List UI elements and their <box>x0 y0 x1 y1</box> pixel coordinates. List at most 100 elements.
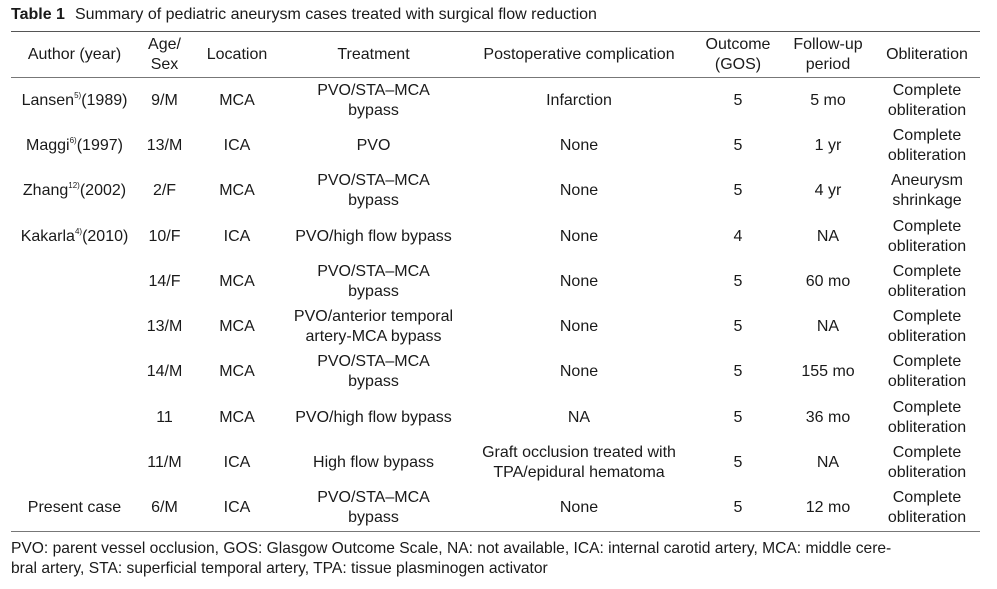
cell-treatment: PVO/high flow bypass <box>295 227 452 245</box>
reference-number: 5) <box>74 90 82 100</box>
footnote-line: PVO: parent vessel occlusion, GOS: Glasg… <box>11 540 892 557</box>
footnote-line: bral artery, STA: superficial temporal a… <box>11 560 548 577</box>
cell-location: ICA <box>191 485 283 532</box>
cell-age-sex: 11/M <box>147 454 182 472</box>
cell-complication: None <box>559 136 599 154</box>
cell-author-year: Present case <box>11 485 138 532</box>
cell-outcome: 5 <box>733 454 743 472</box>
table-row: Kakarla4)(2010) 10/F ICA PVO/high flow bypa… <box>11 214 980 259</box>
header-author-year: Author (year) <box>11 31 138 78</box>
cell-outcome: 5 <box>694 485 782 532</box>
cell-complication: None <box>559 318 599 336</box>
cell-treatment: PVO <box>356 136 391 154</box>
table-row: 11/M ICA High flow bypass Graft occlusion t… <box>11 440 980 485</box>
cell-complication: Graft occlusion treated with TPA/epidura… <box>482 444 676 482</box>
publication-year: (1997) <box>76 136 123 154</box>
cell-author-year <box>11 395 138 440</box>
cell-obliteration: Complete obliteration <box>887 308 967 346</box>
table-row: Lansen5)(1989) 9/M MCA PVO/STA–MCA bypass In… <box>11 78 980 124</box>
author-name: Maggi <box>26 136 70 154</box>
cell-location: MCA <box>219 318 255 336</box>
cell-age-sex: 2/F <box>152 182 177 200</box>
header-location: Location <box>191 31 283 78</box>
cell-followup: 1 yr <box>814 136 842 154</box>
reference-number: 6) <box>69 135 77 145</box>
header-age-sex: Age/ Sex <box>138 31 191 78</box>
table-title: Summary of pediatric aneurysm cases trea… <box>74 6 597 23</box>
table-row: 13/M MCA PVO/anterior temporal artery-MCA … <box>11 304 980 349</box>
cell-location: ICA <box>223 227 251 245</box>
publication-year: (2010) <box>82 227 129 245</box>
author-name: Present case <box>27 499 122 517</box>
cell-complication: None <box>464 485 694 532</box>
cell-location: ICA <box>223 454 251 472</box>
reference-number: 12) <box>68 181 80 191</box>
author-name: Kakarla <box>20 227 75 245</box>
cell-treatment: PVO/STA–MCA bypass <box>283 485 464 532</box>
table-header: Author (year) Age/ Sex Location Treatmen… <box>11 31 980 78</box>
cell-location: ICA <box>223 136 251 154</box>
cell-complication: None <box>559 227 599 245</box>
table-row: Zhang12)(2002) 2/F MCA PVO/STA–MCA bypass No… <box>11 169 980 214</box>
table-row: Present case 6/M ICA PVO/STA–MCA bypass None… <box>11 485 980 532</box>
cell-treatment: PVO/STA–MCA bypass <box>317 172 430 210</box>
cell-obliteration: Complete obliteration <box>887 126 967 164</box>
cell-complication: None <box>559 272 599 290</box>
cell-treatment: PVO/STA–MCA bypass <box>317 262 430 300</box>
cell-outcome: 4 <box>733 227 743 245</box>
cell-treatment: PVO/STA–MCA bypass <box>317 81 430 119</box>
cell-author-year <box>11 304 138 349</box>
cell-followup: NA <box>816 227 840 245</box>
cell-age-sex: 9/M <box>151 91 178 109</box>
cell-location: MCA <box>219 182 255 200</box>
table-row: Maggi6)(1997) 13/M ICA PVO None 5 1 yr Complete… <box>11 123 980 168</box>
cell-treatment: High flow bypass <box>313 454 434 472</box>
header-outcome: Outcome (GOS) <box>694 31 782 78</box>
cell-age-sex: 13/M <box>146 318 183 336</box>
header-obliteration: Obliteration <box>874 31 980 78</box>
publication-year: (1989) <box>81 91 128 109</box>
cell-obliteration: Aneurysm shrinkage <box>890 172 964 210</box>
cell-age-sex: 14/M <box>146 363 183 381</box>
cell-followup: 4 yr <box>814 182 842 200</box>
cell-followup: 36 mo <box>805 408 851 426</box>
cell-author-year: Maggi6)(1997) <box>11 123 138 168</box>
cell-treatment: PVO/anterior temporal artery-MCA bypass <box>293 308 454 346</box>
cell-treatment: PVO/high flow bypass <box>295 408 452 426</box>
cell-outcome: 5 <box>733 182 743 200</box>
cell-age-sex: 6/M <box>138 485 191 532</box>
cell-complication: None <box>559 363 599 381</box>
table-row: 14/F MCA PVO/STA–MCA bypass None 5 60 mo Compl… <box>11 259 980 304</box>
author-name: Lansen <box>21 91 75 109</box>
publication-year: (2002) <box>79 182 127 200</box>
header-row: Author (year) Age/ Sex Location Treatmen… <box>11 31 980 78</box>
cell-author-year <box>11 350 138 395</box>
cell-age-sex: 13/M <box>146 136 183 154</box>
cell-location: MCA <box>219 363 255 381</box>
header-complication: Postoperative complication <box>464 31 694 78</box>
cell-obliteration: Complete obliteration <box>874 485 980 532</box>
cell-author-year: Zhang12)(2002) <box>11 169 138 214</box>
cell-complication: None <box>559 182 599 200</box>
cell-outcome: 5 <box>733 136 743 154</box>
cell-obliteration: Complete obliteration <box>887 262 967 300</box>
header-treatment: Treatment <box>283 31 464 78</box>
cell-obliteration: Complete obliteration <box>887 217 967 255</box>
table-footnote: PVO: parent vessel occlusion, GOS: Glasg… <box>11 539 983 579</box>
header-followup: Follow-up period <box>782 31 874 78</box>
cell-outcome: 5 <box>733 318 743 336</box>
cell-outcome: 5 <box>733 272 743 290</box>
cell-age-sex: 14/F <box>148 272 181 290</box>
cell-author-year <box>11 259 138 304</box>
cell-outcome: 5 <box>733 91 743 109</box>
table-row: 14/M MCA PVO/STA–MCA bypass None 5 155 mo Comp… <box>11 350 980 395</box>
cell-age-sex: 10/F <box>148 227 181 245</box>
author-name: Zhang <box>22 182 69 200</box>
cell-author-year: Kakarla4)(2010) <box>11 214 138 259</box>
table-label: Table 1 <box>11 6 65 23</box>
cell-outcome: 5 <box>733 408 743 426</box>
cell-obliteration: Complete obliteration <box>887 353 967 391</box>
cell-followup: 60 mo <box>805 272 851 290</box>
cell-followup: NA <box>816 318 840 336</box>
